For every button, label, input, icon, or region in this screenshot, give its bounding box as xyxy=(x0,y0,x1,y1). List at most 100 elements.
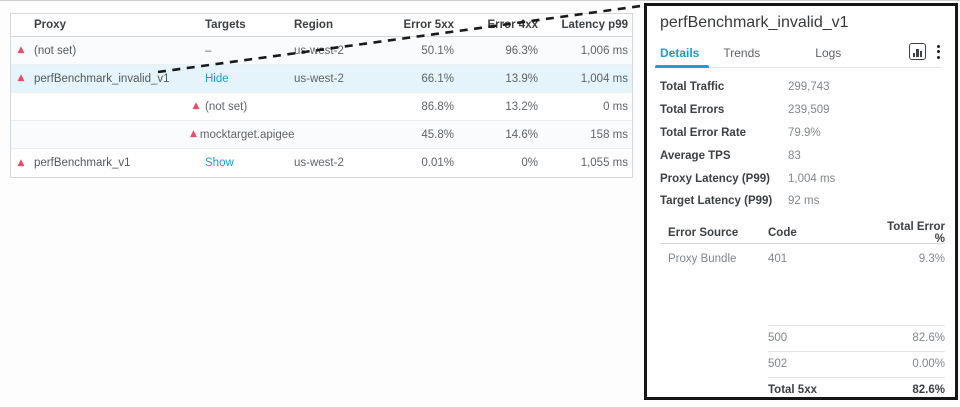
tab-logs[interactable]: Logs xyxy=(815,45,842,60)
stat-label: Target Latency (P99) xyxy=(660,195,773,208)
proxy-cell: ▲ perfBenchmark_invalid_v1 xyxy=(11,73,189,85)
kebab-menu-icon[interactable] xyxy=(935,44,942,60)
error-source-cell: Proxy Bundle xyxy=(668,253,737,266)
proxy-name: (not set) xyxy=(34,44,77,57)
stat-row: Target Latency (P99) 92 ms xyxy=(660,190,942,213)
error-source-row: Proxy Bundle 401 9.3% xyxy=(660,244,945,275)
stat-value: 92 ms xyxy=(788,195,820,208)
targets-cell: ▲mocktarget.apigee.net xyxy=(189,129,294,141)
error-table-header: Error Source Code Total Error % xyxy=(660,220,945,245)
proxy-table-row[interactable]: ▲ (not set) – us-west-2 50.1% 96.3% 1,006 ms xyxy=(11,37,632,65)
targets-cell: – xyxy=(189,45,294,57)
stat-value: 1,004 ms xyxy=(788,172,836,185)
latency-p99-cell: 158 ms xyxy=(590,128,628,141)
target-toggle-link[interactable]: Show xyxy=(205,157,234,169)
column-header-error-source: Error Source xyxy=(668,226,739,239)
stat-value: 83 xyxy=(788,149,801,162)
latency-p99-cell: 1,055 ms xyxy=(580,157,628,169)
error-table-gap xyxy=(660,275,945,325)
panel-tabbar: Details Trends Logs xyxy=(654,42,942,68)
proxy-cell: ▲ (not set) xyxy=(11,45,189,57)
error-pct-cell: 0.00% xyxy=(912,358,945,371)
region-cell: us-west-2 xyxy=(294,157,344,169)
stat-row: Proxy Latency (P99) 1,004 ms xyxy=(660,167,942,190)
proxy-name: perfBenchmark_invalid_v1 xyxy=(34,72,170,85)
error-pct-cell: 9.3% xyxy=(918,253,945,266)
proxy-cell: ▲ xyxy=(11,130,189,139)
proxy-detail-panel: perfBenchmark_invalid_v1 Details Trends Lo… xyxy=(644,3,958,400)
stat-label: Average TPS xyxy=(660,149,731,162)
stats-list: Total Traffic 299,743 Total Errors 239,509 T… xyxy=(660,76,942,213)
bar-chart-icon[interactable] xyxy=(909,43,926,60)
error-source-table: Error Source Code Total Error % Proxy Bu… xyxy=(660,220,945,402)
column-header-total-error-pct: Total Error % xyxy=(887,220,945,245)
column-header-latency-p99: Latency p99 xyxy=(561,19,628,31)
warning-triangle-icon: ▲ xyxy=(192,101,200,111)
column-header-error-4xx: Error 4xx xyxy=(487,19,538,31)
target-value: – xyxy=(205,44,212,57)
stat-value: 79.9% xyxy=(788,126,821,139)
warning-triangle-icon: ▲ xyxy=(17,157,25,168)
stat-label: Proxy Latency (P99) xyxy=(660,172,770,185)
proxy-table-body: ▲ (not set) – us-west-2 50.1% 96.3% 1,006 ms ▲ p… xyxy=(11,37,632,177)
latency-p99-cell: 1,006 ms xyxy=(580,44,628,57)
stat-value: 299,743 xyxy=(788,81,830,94)
column-header-region: Region xyxy=(294,19,333,31)
error-4xx-cell: 13.9% xyxy=(505,72,538,85)
targets-cell: Show xyxy=(189,157,294,169)
warning-triangle-icon: ▲ xyxy=(190,129,197,139)
stat-value: 239,509 xyxy=(788,104,830,117)
targets-cell: Hide xyxy=(189,73,294,85)
panel-title: perfBenchmark_invalid_v1 xyxy=(660,14,849,31)
error-pct-cell: 82.6% xyxy=(912,332,945,345)
error-5xx-cell: 45.8% xyxy=(421,128,454,141)
latency-p99-cell: 0 ms xyxy=(603,100,628,113)
tab-details[interactable]: Details xyxy=(654,42,710,68)
error-code-cell: 500 xyxy=(768,332,788,345)
region-cell: us-west-2 xyxy=(294,72,344,85)
proxy-table-row[interactable]: ▲▲mocktarget.apigee.net45.8%14.6%158 ms xyxy=(11,121,632,149)
warning-triangle-icon: ▲ xyxy=(17,73,25,83)
error-4xx-cell: 0% xyxy=(521,157,538,169)
stat-label: Total Traffic xyxy=(660,81,725,94)
latency-p99-cell: 1,004 ms xyxy=(580,72,628,85)
proxy-table-row[interactable]: ▲▲ (not set) 86.8% 13.2% 0 ms xyxy=(11,93,632,121)
error-4xx-cell: 96.3% xyxy=(505,44,538,57)
error-5xx-cell: 86.8% xyxy=(421,100,454,113)
error-5xx-cell: 66.1% xyxy=(421,72,454,85)
target-name: mocktarget.apigee.net xyxy=(199,128,294,141)
proxy-table-row[interactable]: ▲ perfBenchmark_v1 Show us-west-2 0.01% 0% 1,0… xyxy=(11,149,632,177)
error-code-cell: 502 xyxy=(768,358,788,371)
proxy-cell: ▲ perfBenchmark_v1 xyxy=(11,157,189,169)
error-4xx-cell: 13.2% xyxy=(505,100,538,113)
stat-row: Average TPS 83 xyxy=(660,144,942,167)
error-table-partial-rows: 500 82.6% 502 0.00% Total 5xx 82.6% xyxy=(768,324,945,402)
target-name: (not set) xyxy=(205,100,248,113)
stat-label: Total Error Rate xyxy=(660,126,747,139)
tab-trends[interactable]: Trends xyxy=(723,45,761,60)
error-4xx-cell: 14.6% xyxy=(505,128,538,141)
error-code-row: 502 0.00% xyxy=(768,350,945,377)
target-toggle-link[interactable]: Hide xyxy=(205,72,229,85)
proxy-table-header: Proxy Targets Region Error 5xx Error 4xx… xyxy=(11,14,632,37)
error-5xx-cell: 0.01% xyxy=(421,157,454,169)
stat-row: Total Errors 239,509 xyxy=(660,99,942,122)
stat-row: Total Traffic 299,743 xyxy=(660,76,942,99)
region-cell: us-west-2 xyxy=(294,44,344,57)
total-5xx-pct: 82.6% xyxy=(912,383,945,396)
column-header-targets: Targets xyxy=(205,19,246,31)
warning-triangle-icon: ▲ xyxy=(17,45,25,55)
stat-label: Total Errors xyxy=(660,104,725,117)
error-5xx-cell: 50.1% xyxy=(421,44,454,57)
stat-row: Total Error Rate 79.9% xyxy=(660,122,942,145)
targets-cell: ▲ (not set) xyxy=(189,101,294,113)
proxy-table: Proxy Targets Region Error 5xx Error 4xx… xyxy=(10,13,633,178)
error-code-cell: 401 xyxy=(768,253,788,266)
proxy-table-row[interactable]: ▲ perfBenchmark_invalid_v1 Hide us-west-2 66… xyxy=(11,65,632,93)
column-header-code: Code xyxy=(768,226,797,239)
error-code-row: 500 82.6% xyxy=(768,324,945,351)
column-header-error-5xx: Error 5xx xyxy=(403,19,454,31)
error-total-row: Total 5xx 82.6% xyxy=(768,376,945,402)
total-5xx-label: Total 5xx xyxy=(768,383,817,396)
